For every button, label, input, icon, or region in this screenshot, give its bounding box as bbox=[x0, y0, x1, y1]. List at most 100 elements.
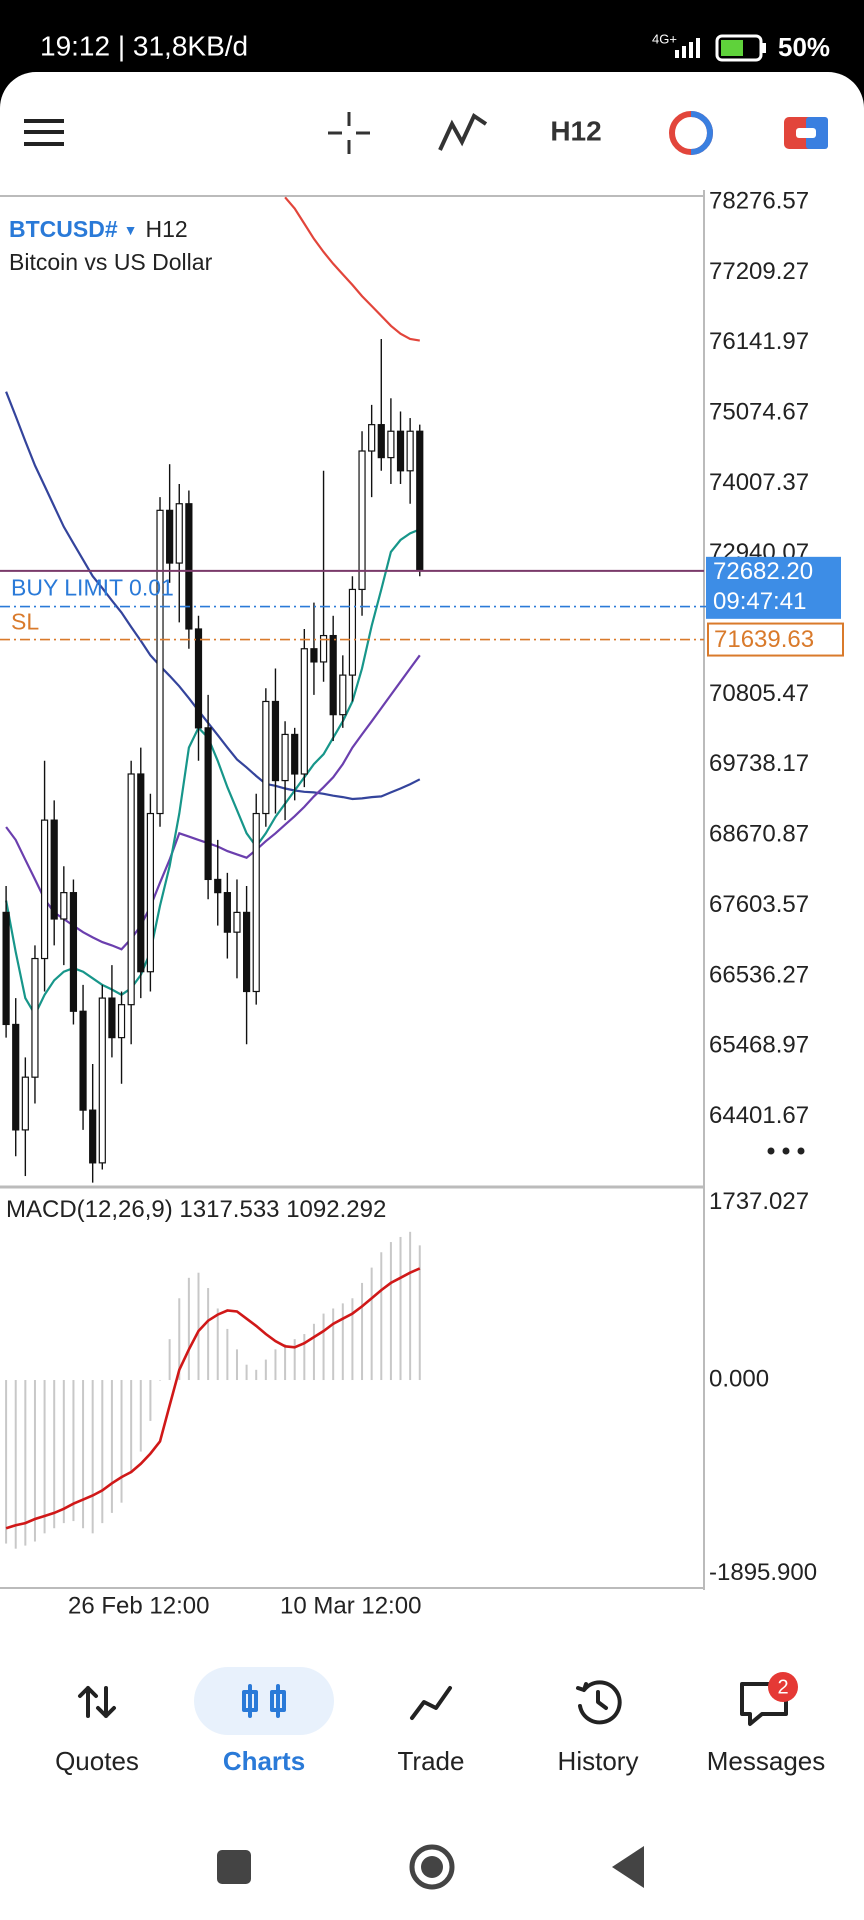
time-label: 26 Feb 12:00 bbox=[68, 1592, 209, 1619]
back-button[interactable] bbox=[612, 1846, 644, 1888]
menu-button[interactable] bbox=[24, 119, 64, 146]
candle-body bbox=[262, 700, 270, 815]
recents-button[interactable] bbox=[217, 1850, 251, 1884]
candle-body bbox=[50, 819, 58, 920]
status-time: 19:12 | 31,8KB/d bbox=[40, 30, 248, 61]
candle-body bbox=[12, 1023, 20, 1131]
symbol[interactable]: BTCUSD# bbox=[9, 216, 118, 242]
candle-body bbox=[60, 892, 68, 920]
battery: 50% bbox=[778, 32, 830, 62]
macd-bar bbox=[43, 1380, 46, 1534]
app-body bbox=[0, 110, 864, 1920]
candle-body bbox=[329, 634, 337, 716]
candle-body bbox=[194, 628, 203, 729]
battery-icon bbox=[715, 34, 766, 62]
active-tab-pill bbox=[194, 1667, 334, 1735]
macd-bar bbox=[14, 1380, 17, 1549]
macd-name: MACD(12,26,9) bbox=[6, 1196, 173, 1223]
tab-label[interactable]: Messages bbox=[707, 1746, 826, 1776]
home-button[interactable] bbox=[409, 1844, 455, 1890]
tab-icon[interactable] bbox=[576, 1680, 622, 1725]
macd-bar bbox=[264, 1359, 267, 1381]
crosshair-button[interactable] bbox=[328, 112, 370, 154]
badge bbox=[768, 1672, 798, 1702]
objects-button[interactable] bbox=[669, 111, 713, 155]
more-button[interactable] bbox=[767, 1147, 805, 1155]
candle-body bbox=[2, 911, 10, 1026]
macd-signal-value: 1092.292 bbox=[286, 1196, 386, 1223]
price-tick-label: 77209.27 bbox=[709, 258, 809, 285]
macd-bar bbox=[187, 1277, 190, 1381]
candle-body bbox=[233, 911, 241, 933]
stop-loss-box bbox=[707, 622, 844, 657]
macd-bar bbox=[303, 1334, 306, 1381]
price-tick-label: 68670.87 bbox=[709, 821, 809, 848]
badge-count: 2 bbox=[777, 1676, 788, 1698]
candle-body bbox=[214, 878, 222, 894]
current-price-box bbox=[706, 556, 841, 619]
candle-body bbox=[127, 773, 135, 1006]
price-tick-label: 74007.37 bbox=[709, 469, 809, 496]
price-tick-label: 67603.57 bbox=[709, 891, 809, 918]
macd-bar bbox=[235, 1349, 238, 1381]
candle-body bbox=[204, 727, 212, 881]
macd-bar bbox=[418, 1245, 421, 1381]
macd-tick-label: -1895.900 bbox=[709, 1559, 817, 1586]
tab-label[interactable]: History bbox=[558, 1746, 639, 1776]
candle-body bbox=[31, 957, 39, 1078]
network: 4G+ bbox=[652, 31, 677, 46]
macd-bar bbox=[101, 1380, 104, 1524]
macd-bar bbox=[332, 1308, 335, 1381]
candle-body bbox=[319, 634, 328, 663]
candle-body bbox=[40, 819, 49, 960]
price-tick-label: 70805.47 bbox=[709, 680, 809, 707]
tab-label[interactable]: Charts bbox=[223, 1746, 305, 1776]
macd-bar bbox=[82, 1380, 85, 1529]
candle-body bbox=[21, 1076, 29, 1131]
bottom-nav: Quotes Charts Trade History Messages 2 bbox=[55, 1667, 825, 1776]
price-pane bbox=[0, 196, 704, 1183]
candle-body bbox=[271, 700, 280, 782]
trade-button[interactable] bbox=[784, 117, 828, 149]
timeframe-button[interactable]: H12 bbox=[550, 115, 601, 146]
candle-body bbox=[281, 733, 289, 782]
macd-bar bbox=[53, 1380, 56, 1529]
macd-bar bbox=[197, 1272, 200, 1381]
indicators-button[interactable] bbox=[438, 113, 488, 151]
tab-icon[interactable] bbox=[242, 1684, 286, 1718]
timeframe: H12 bbox=[145, 216, 187, 242]
macd-bar bbox=[361, 1282, 364, 1381]
symbol-dropdown[interactable]: ▼ bbox=[124, 222, 138, 238]
tab-icon[interactable] bbox=[78, 1686, 116, 1718]
tab-label[interactable]: Trade bbox=[398, 1746, 465, 1776]
candle-body bbox=[137, 773, 145, 973]
tab-label[interactable]: Quotes bbox=[55, 1746, 139, 1776]
macd-bar bbox=[139, 1380, 142, 1452]
candle-body bbox=[79, 1010, 87, 1111]
macd-bar bbox=[62, 1380, 65, 1524]
macd-bar bbox=[110, 1380, 113, 1513]
candle-body bbox=[108, 997, 116, 1039]
buy-limit-label: BUY LIMIT 0.01 bbox=[11, 575, 174, 601]
macd-bar bbox=[159, 1380, 162, 1381]
system-nav bbox=[217, 1844, 644, 1890]
macd-bar bbox=[322, 1313, 325, 1381]
candle-body bbox=[252, 812, 260, 993]
candle-body bbox=[348, 588, 357, 676]
candle-body bbox=[223, 892, 231, 933]
time-label: 10 Mar 12:00 bbox=[280, 1592, 421, 1619]
macd-bar bbox=[312, 1323, 315, 1381]
candle-body bbox=[339, 674, 347, 716]
price-tick-label: 69738.17 bbox=[709, 750, 809, 777]
tab-icon[interactable] bbox=[410, 1686, 452, 1720]
chart-header: BTCUSD# ▼ H12 bbox=[9, 216, 188, 242]
macd-tick-label: 1737.027 bbox=[709, 1188, 809, 1215]
candle-body bbox=[406, 430, 414, 472]
price-tick-label: 75074.67 bbox=[709, 398, 809, 425]
symbol-description: Bitcoin vs US Dollar bbox=[9, 249, 213, 275]
candle-body bbox=[98, 997, 106, 1164]
axes: 78276.57 77209.27 76141.97 75074.67 74007.37… bbox=[709, 187, 817, 1586]
macd-bar bbox=[130, 1380, 133, 1473]
candle-body bbox=[156, 509, 164, 815]
